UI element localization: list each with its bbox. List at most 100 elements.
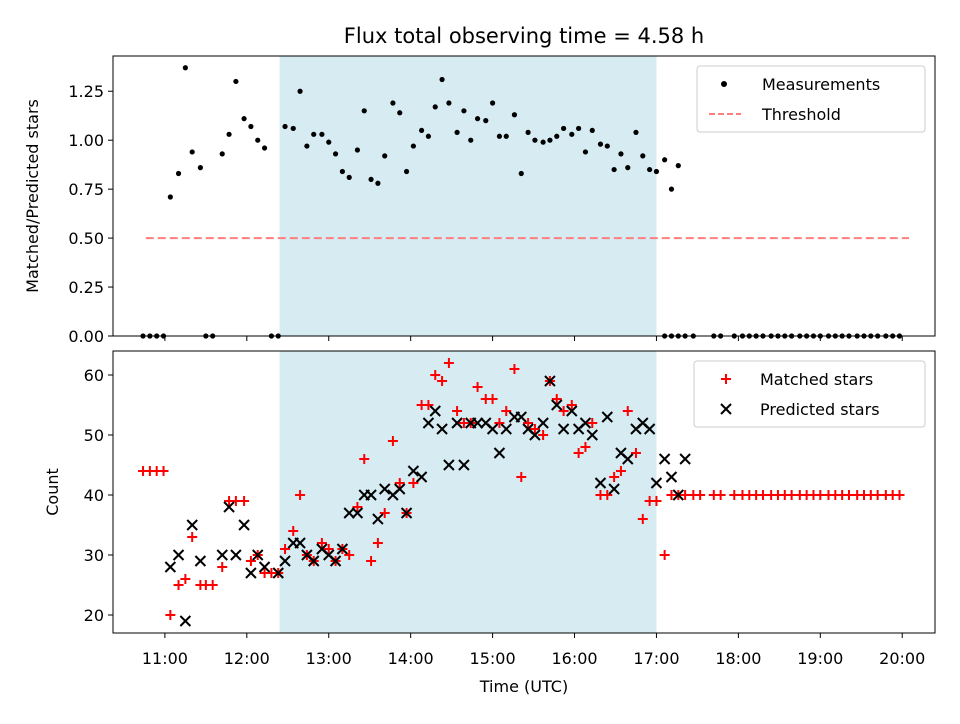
- matched-star-point: [695, 490, 706, 500]
- predicted-star-point: [551, 399, 563, 411]
- predicted-star-point: [351, 507, 364, 519]
- matched-star-point: [566, 400, 577, 410]
- predicted-star-point: [238, 519, 250, 531]
- matched-star-point: [509, 364, 520, 374]
- matched-star-point: [165, 610, 176, 620]
- predicted-star-point-b: [258, 561, 271, 573]
- bottom-y-tick-label: 20: [84, 606, 104, 625]
- legend-threshold-label: Threshold: [761, 105, 841, 124]
- predicted-star-point-b: [301, 549, 313, 561]
- predicted-star-point-b: [529, 429, 541, 441]
- predicted-star-point: [515, 411, 527, 423]
- predicted-star-point-b: [407, 465, 420, 477]
- predicted-star-point: [394, 483, 406, 495]
- predicted-star-point: [544, 375, 556, 387]
- matched-star-point: [651, 496, 662, 506]
- predicted-star-point: [329, 555, 342, 567]
- matched-star-point: [715, 490, 726, 500]
- predicted-star-point: [400, 507, 413, 519]
- measurement-point: [297, 88, 303, 94]
- legend-measurements-label: Measurements: [762, 75, 880, 94]
- predicted-star-point: [194, 555, 207, 567]
- predicted-star-point: [537, 417, 549, 429]
- predicted-star-point-b: [245, 567, 257, 579]
- matched-star-point: [602, 490, 613, 500]
- predicted-star-point-b: [252, 549, 264, 561]
- x-tick-label: 13:00: [306, 649, 352, 668]
- measurement-point: [425, 133, 432, 139]
- predicted-star-point: [601, 411, 613, 423]
- predicted-star-point: [422, 417, 435, 429]
- measurement-point: [182, 65, 188, 71]
- measurement-point: [489, 100, 496, 106]
- predicted-star-point: [665, 471, 678, 483]
- predicted-star-point-b: [608, 483, 620, 495]
- x-tick-label: 18:00: [715, 649, 761, 668]
- matched-star-point: [217, 562, 228, 572]
- matched-star-point: [558, 406, 569, 416]
- predicted-star-point-b: [500, 423, 512, 435]
- predicted-star-point: [343, 507, 355, 519]
- measurement-point: [197, 165, 203, 171]
- matched-star-point: [573, 448, 584, 458]
- predicted-star-point: [436, 423, 448, 435]
- predicted-star-point-b: [329, 555, 342, 567]
- measurement-point: [167, 194, 173, 200]
- bottom-y-tick-label: 40: [84, 486, 104, 505]
- measurement-point: [503, 133, 509, 139]
- matched-star-point: [637, 514, 648, 524]
- x-tick-label: 20:00: [879, 649, 925, 668]
- legend-cross-b: [720, 403, 732, 415]
- matched-star-point: [366, 556, 377, 566]
- measurement-point: [483, 118, 489, 124]
- matched-star-point: [173, 580, 184, 590]
- measurement-point: [189, 149, 195, 155]
- measurement-point: [390, 100, 396, 106]
- x-tick-label: 12:00: [224, 649, 270, 668]
- measurement-point: [248, 123, 254, 130]
- predicted-star-point: [172, 549, 185, 561]
- measurement-point: [403, 168, 410, 175]
- predicted-star-point-b: [336, 543, 349, 555]
- top-y-axis: 0.00 0.25 0.50 0.75 1.00 1.25: [68, 82, 113, 346]
- measurement-point: [282, 123, 288, 130]
- measurement-point: [640, 153, 646, 159]
- measurement-point: [461, 108, 467, 114]
- predicted-star-point-b: [316, 543, 328, 555]
- measurement-point: [304, 143, 310, 149]
- predicted-star-point-b: [223, 501, 235, 513]
- predicted-star-point-b: [436, 423, 448, 435]
- predicted-star-point-b: [186, 519, 198, 531]
- measurement-point: [647, 166, 653, 173]
- top-x-ticks: [164, 336, 903, 341]
- predicted-star-point-b: [343, 507, 355, 519]
- top-observing-window: [279, 56, 657, 336]
- measurement-point: [326, 139, 332, 145]
- measurement-point: [604, 143, 610, 149]
- predicted-star-point-b: [379, 483, 391, 495]
- measurement-point: [418, 127, 425, 134]
- predicted-star-point: [308, 555, 320, 567]
- predicted-star-point-b: [164, 561, 177, 573]
- predicted-star-point-b: [480, 417, 492, 429]
- predicted-star-point-b: [230, 549, 242, 561]
- predicted-star-point-b: [544, 375, 556, 387]
- matched-star-point: [529, 424, 540, 434]
- predicted-star-point: [672, 489, 685, 501]
- predicted-star-point: [223, 501, 235, 513]
- legend-cross: [720, 403, 732, 415]
- predicted-star-point: [451, 417, 463, 429]
- measurement-point: [633, 129, 639, 135]
- measurement-point: [474, 116, 481, 122]
- predicted-star-point: [679, 453, 691, 465]
- predicted-star-point: [458, 459, 470, 471]
- matched-star-point: [430, 370, 441, 380]
- matched-star-point: [379, 508, 390, 518]
- matched-star-point: [622, 406, 633, 416]
- matched-star-point: [587, 418, 598, 428]
- matched-star-point: [245, 556, 256, 566]
- matched-star-point: [344, 550, 355, 560]
- matched-star-point: [452, 406, 463, 416]
- predicted-star-point-b: [443, 459, 455, 471]
- bottom-y-tick-label: 60: [84, 366, 104, 385]
